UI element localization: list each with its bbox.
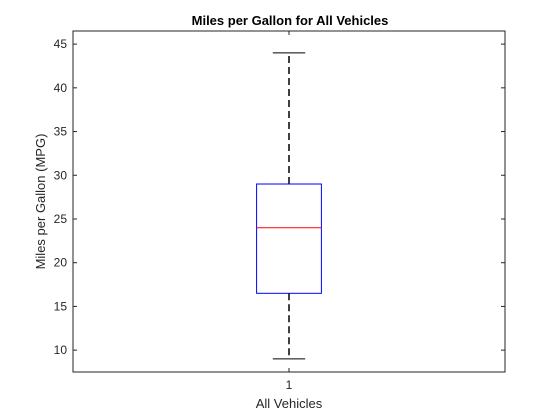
y-tick-label-45: 45 xyxy=(54,37,68,51)
box-plot xyxy=(256,52,322,360)
y-tick-label-35: 35 xyxy=(54,125,68,139)
chart-title: Miles per Gallon for All Vehicles xyxy=(192,13,389,28)
y-tick-label-25: 25 xyxy=(54,212,68,226)
y-tick-label-15: 15 xyxy=(54,299,68,313)
y-tick-label-10: 10 xyxy=(54,343,68,357)
y-tick-label-20: 20 xyxy=(54,256,68,270)
x-axis-ticks: 1 xyxy=(286,31,293,392)
y-tick-label-40: 40 xyxy=(54,81,68,95)
plot-area-frame xyxy=(72,30,506,373)
y-axis-ticks: 10 15 20 25 30 35 40 45 xyxy=(54,37,505,357)
x-tick-label-1: 1 xyxy=(286,378,293,392)
interquartile-box xyxy=(256,183,322,294)
x-axis-label: All Vehicles xyxy=(256,396,323,411)
y-axis-label: Miles per Gallon (MPG) xyxy=(33,134,48,270)
y-tick-label-30: 30 xyxy=(54,168,68,182)
